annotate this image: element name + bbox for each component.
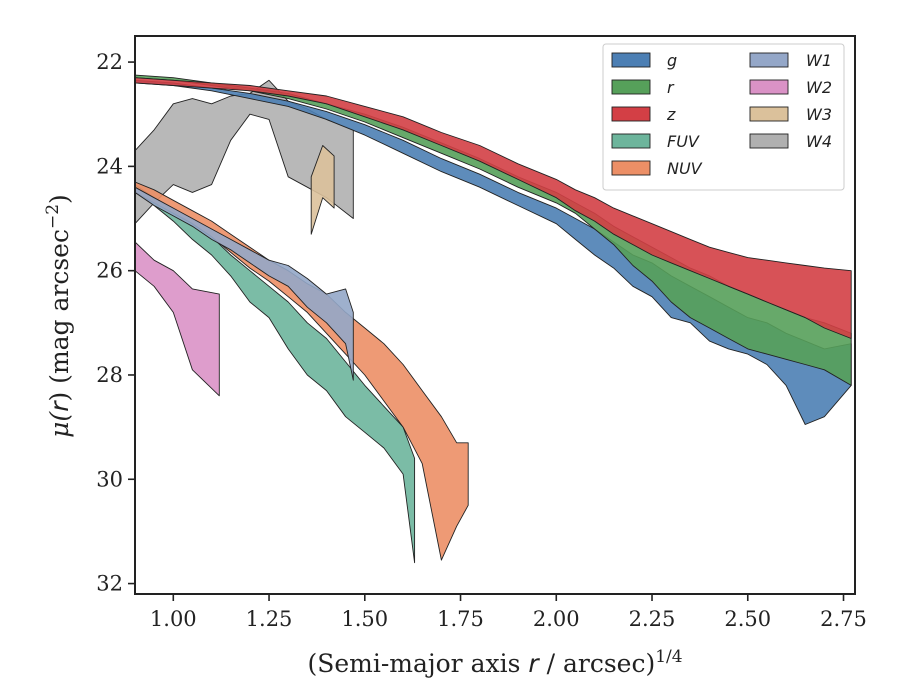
series-band-nuv xyxy=(135,181,469,561)
legend-swatch-r xyxy=(611,79,651,95)
series-layer xyxy=(135,74,852,564)
y-axis-label: μ(r) (mag arcsec−2) xyxy=(43,194,74,438)
y-tick-label: 28 xyxy=(96,363,123,387)
series-band-w1 xyxy=(135,186,354,381)
x-axis-label-var: r xyxy=(528,649,540,678)
plot-frame xyxy=(134,35,856,595)
y-axis-ticks: 22 24 26 28 30 32 xyxy=(96,50,135,596)
series-band-w2 xyxy=(135,241,220,397)
legend-label-g: g xyxy=(667,51,677,70)
legend-swatch-w1 xyxy=(749,52,789,68)
y-tick-label: 22 xyxy=(96,50,123,74)
x-tick-label: 2.75 xyxy=(820,607,867,631)
series-band-z xyxy=(135,77,852,339)
legend-swatch-w2 xyxy=(749,79,789,95)
y-axis-label-var: r xyxy=(45,400,74,412)
x-tick-label: 1.75 xyxy=(437,607,484,631)
legend: grz FUV NUV W1 W2 W3 W4 xyxy=(602,43,845,191)
legend-swatch-w3 xyxy=(749,106,789,122)
x-axis-label-mid: / arcsec) xyxy=(539,649,656,678)
y-tick-label: 26 xyxy=(96,259,123,283)
x-axis-label: (Semi-major axis r / arcsec)1/4 xyxy=(307,647,682,678)
legend-label-w2: W2 xyxy=(806,78,832,97)
x-axis-label-sup: 1/4 xyxy=(655,647,682,667)
x-axis-label-main: (Semi-major axis xyxy=(307,649,528,678)
legend-swatch-w4 xyxy=(749,133,789,149)
series-band-w4 xyxy=(135,79,354,225)
y-axis-label-sup: −2 xyxy=(43,204,63,229)
x-tick-label: 1.50 xyxy=(341,607,388,631)
y-tick-label: 32 xyxy=(96,572,123,596)
y-axis-label-end: ) xyxy=(45,194,74,204)
legend-label-w1: W1 xyxy=(806,51,832,70)
series-band-fuv xyxy=(135,184,416,564)
legend-items: grz FUV NUV W1 W2 W3 W4 xyxy=(611,51,832,178)
y-axis-label-mid: ) (mag arcsec xyxy=(45,229,74,402)
y-axis-label-main: μ( xyxy=(45,411,74,438)
legend-swatch-z xyxy=(611,106,651,122)
legend-swatch-g xyxy=(611,52,651,68)
y-tick-label: 30 xyxy=(96,467,123,491)
legend-label-w4: W4 xyxy=(806,132,832,151)
legend-label-nuv: NUV xyxy=(667,159,703,178)
x-tick-label: 1.00 xyxy=(150,607,197,631)
series-band-w3 xyxy=(310,145,335,235)
x-tick-label: 2.50 xyxy=(724,607,771,631)
x-tick-label: 2.25 xyxy=(629,607,676,631)
legend-label-w3: W3 xyxy=(806,105,832,124)
x-tick-label: 1.25 xyxy=(246,607,293,631)
legend-swatch-nuv xyxy=(611,160,651,176)
legend-swatch-fuv xyxy=(611,133,651,149)
legend-label-r: r xyxy=(667,78,675,97)
x-tick-label: 2.00 xyxy=(533,607,580,631)
x-axis-ticks: 1.00 1.25 1.50 1.75 2.00 2.25 2.50 2.75 xyxy=(150,594,867,631)
legend-label-z: z xyxy=(666,105,676,124)
y-tick-label: 24 xyxy=(96,154,123,178)
legend-label-fuv: FUV xyxy=(667,132,700,151)
